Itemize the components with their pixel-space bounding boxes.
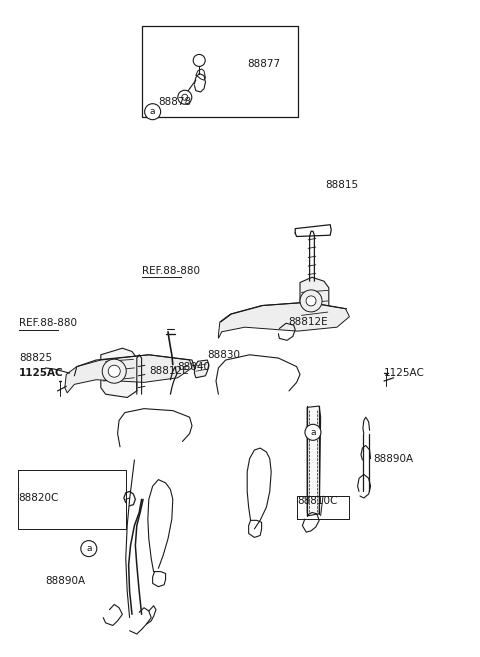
Text: 88840: 88840 xyxy=(178,361,211,372)
Text: 88890A: 88890A xyxy=(46,576,86,587)
Text: 88825: 88825 xyxy=(19,353,52,363)
Text: 88820C: 88820C xyxy=(18,493,59,503)
Text: REF.88-880: REF.88-880 xyxy=(142,265,200,276)
Text: a: a xyxy=(310,428,316,437)
Circle shape xyxy=(81,541,97,556)
Text: 88877: 88877 xyxy=(247,59,280,70)
Circle shape xyxy=(108,365,120,377)
Text: a: a xyxy=(86,544,92,553)
Text: 88812E: 88812E xyxy=(288,317,328,327)
Circle shape xyxy=(178,90,192,104)
Circle shape xyxy=(305,424,321,440)
Text: 88890A: 88890A xyxy=(373,453,414,464)
Text: a: a xyxy=(150,107,156,116)
Circle shape xyxy=(102,359,126,383)
Polygon shape xyxy=(65,355,192,393)
Polygon shape xyxy=(307,406,321,516)
Text: 1125AC: 1125AC xyxy=(19,368,64,378)
Text: 1125AC: 1125AC xyxy=(384,368,425,378)
Text: 88878: 88878 xyxy=(158,97,192,107)
Polygon shape xyxy=(101,348,137,397)
Circle shape xyxy=(144,104,161,120)
Circle shape xyxy=(306,296,316,306)
Circle shape xyxy=(182,94,188,101)
Polygon shape xyxy=(300,277,329,327)
Circle shape xyxy=(193,55,205,66)
Text: REF.88-880: REF.88-880 xyxy=(19,318,77,328)
Text: 88810C: 88810C xyxy=(298,495,338,506)
Text: 88812E: 88812E xyxy=(149,366,189,376)
Text: 88815: 88815 xyxy=(325,180,359,191)
Text: 88830: 88830 xyxy=(207,350,240,360)
Polygon shape xyxy=(194,360,209,378)
Circle shape xyxy=(300,290,322,312)
Polygon shape xyxy=(218,302,349,338)
